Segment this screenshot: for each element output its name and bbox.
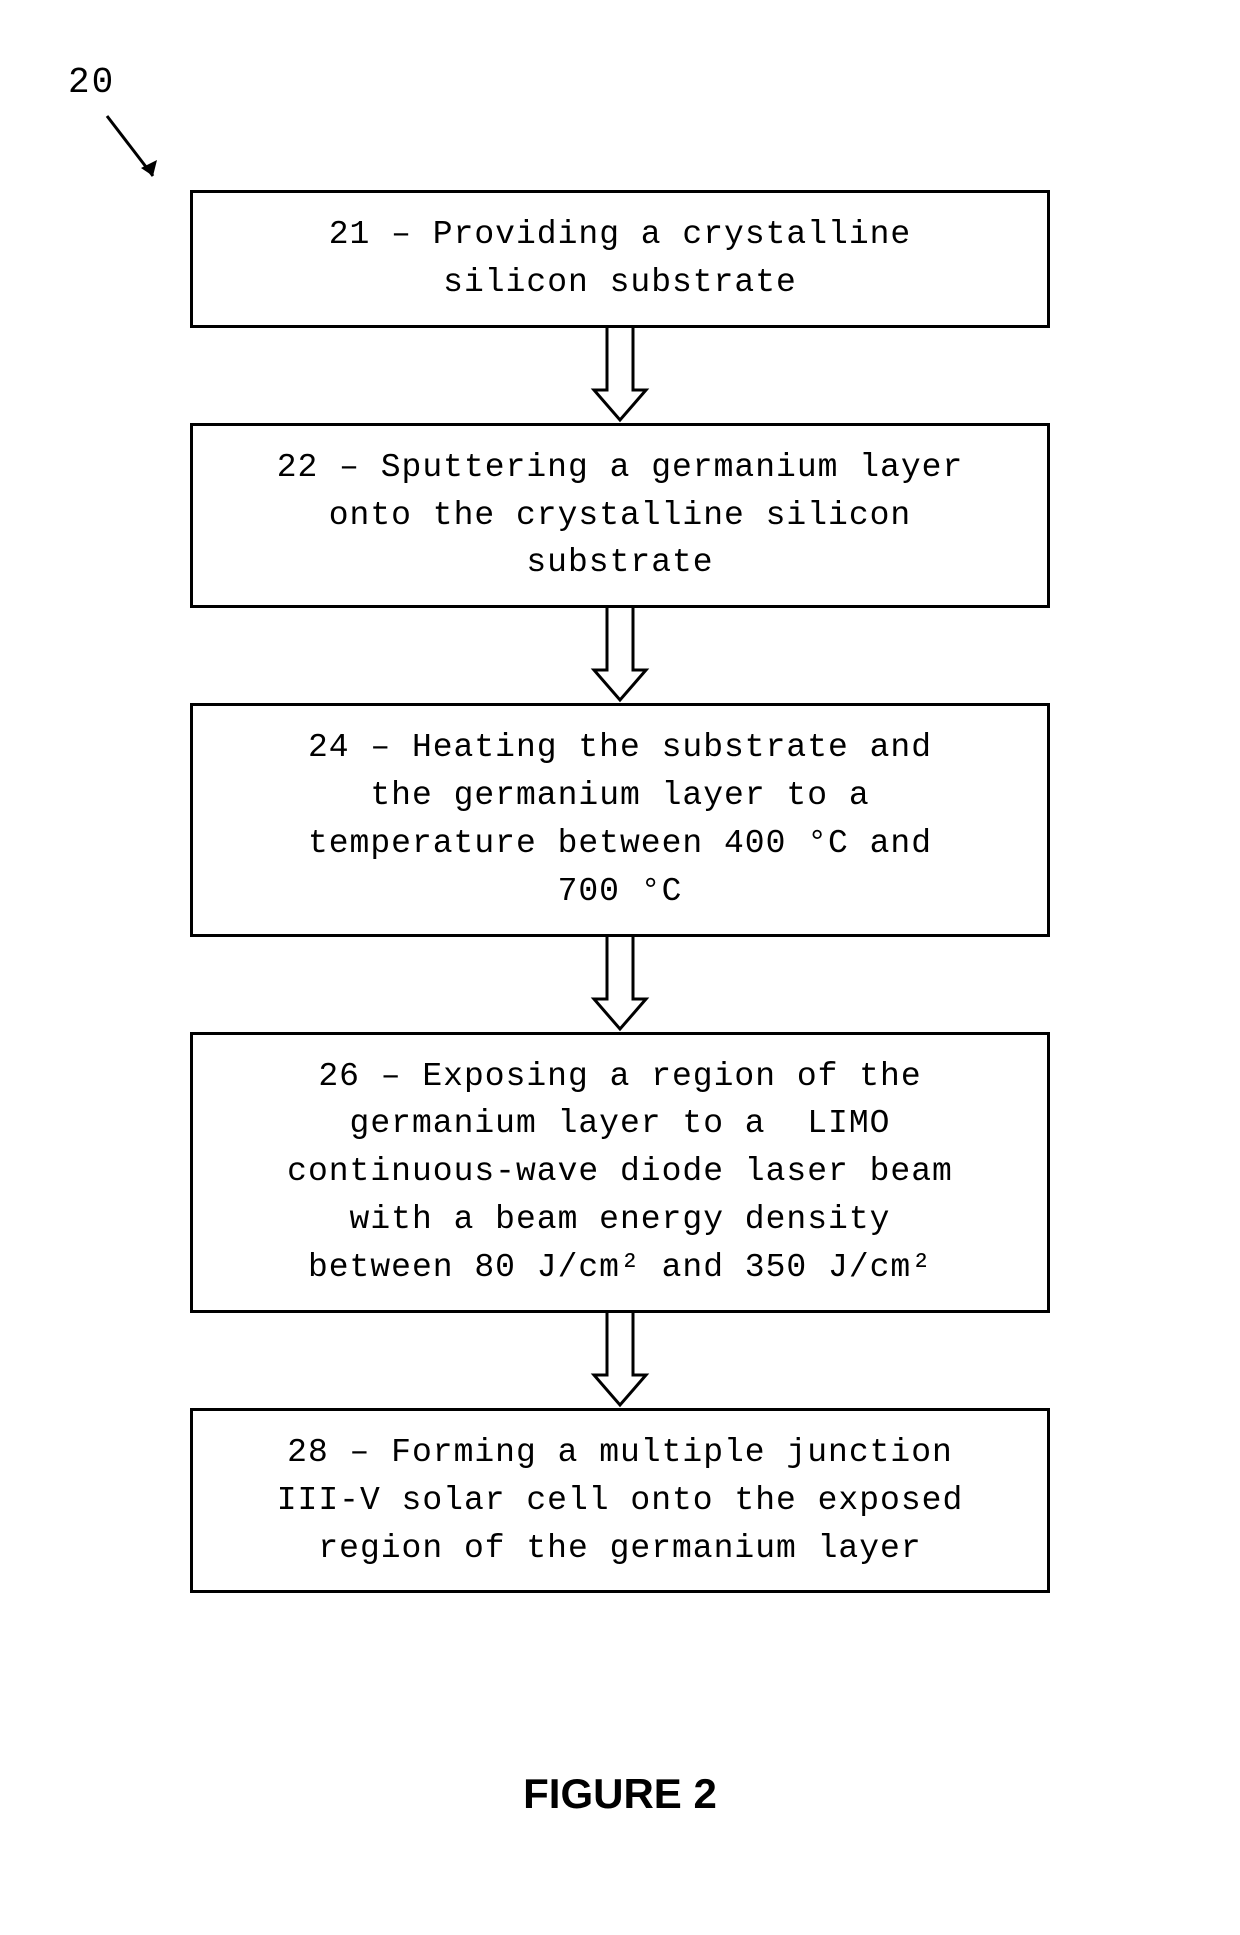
down-arrow-icon [590,608,650,703]
flow-step-21: 21 – Providing a crystalline silicon sub… [190,190,1050,328]
down-arrow-icon [590,1313,650,1408]
figure-caption: FIGURE 2 [0,1770,1240,1818]
flow-connector [590,1313,650,1408]
flowchart: 21 – Providing a crystalline silicon sub… [145,190,1095,1593]
figure-reference-number: 20 [68,62,115,103]
page: 20 21 – Providing a crystalline silicon … [0,0,1240,1935]
flow-step-24: 24 – Heating the substrate and the germa… [190,703,1050,936]
flow-connector [590,328,650,423]
down-arrow-icon [590,937,650,1032]
flow-connector [590,608,650,703]
flow-step-28: 28 – Forming a multiple junction III-V s… [190,1408,1050,1594]
flow-step-22: 22 – Sputtering a germanium layer onto t… [190,423,1050,609]
flow-connector [590,937,650,1032]
reference-arrow-icon [95,108,175,198]
down-arrow-icon [590,328,650,423]
flow-step-26: 26 – Exposing a region of the germanium … [190,1032,1050,1313]
